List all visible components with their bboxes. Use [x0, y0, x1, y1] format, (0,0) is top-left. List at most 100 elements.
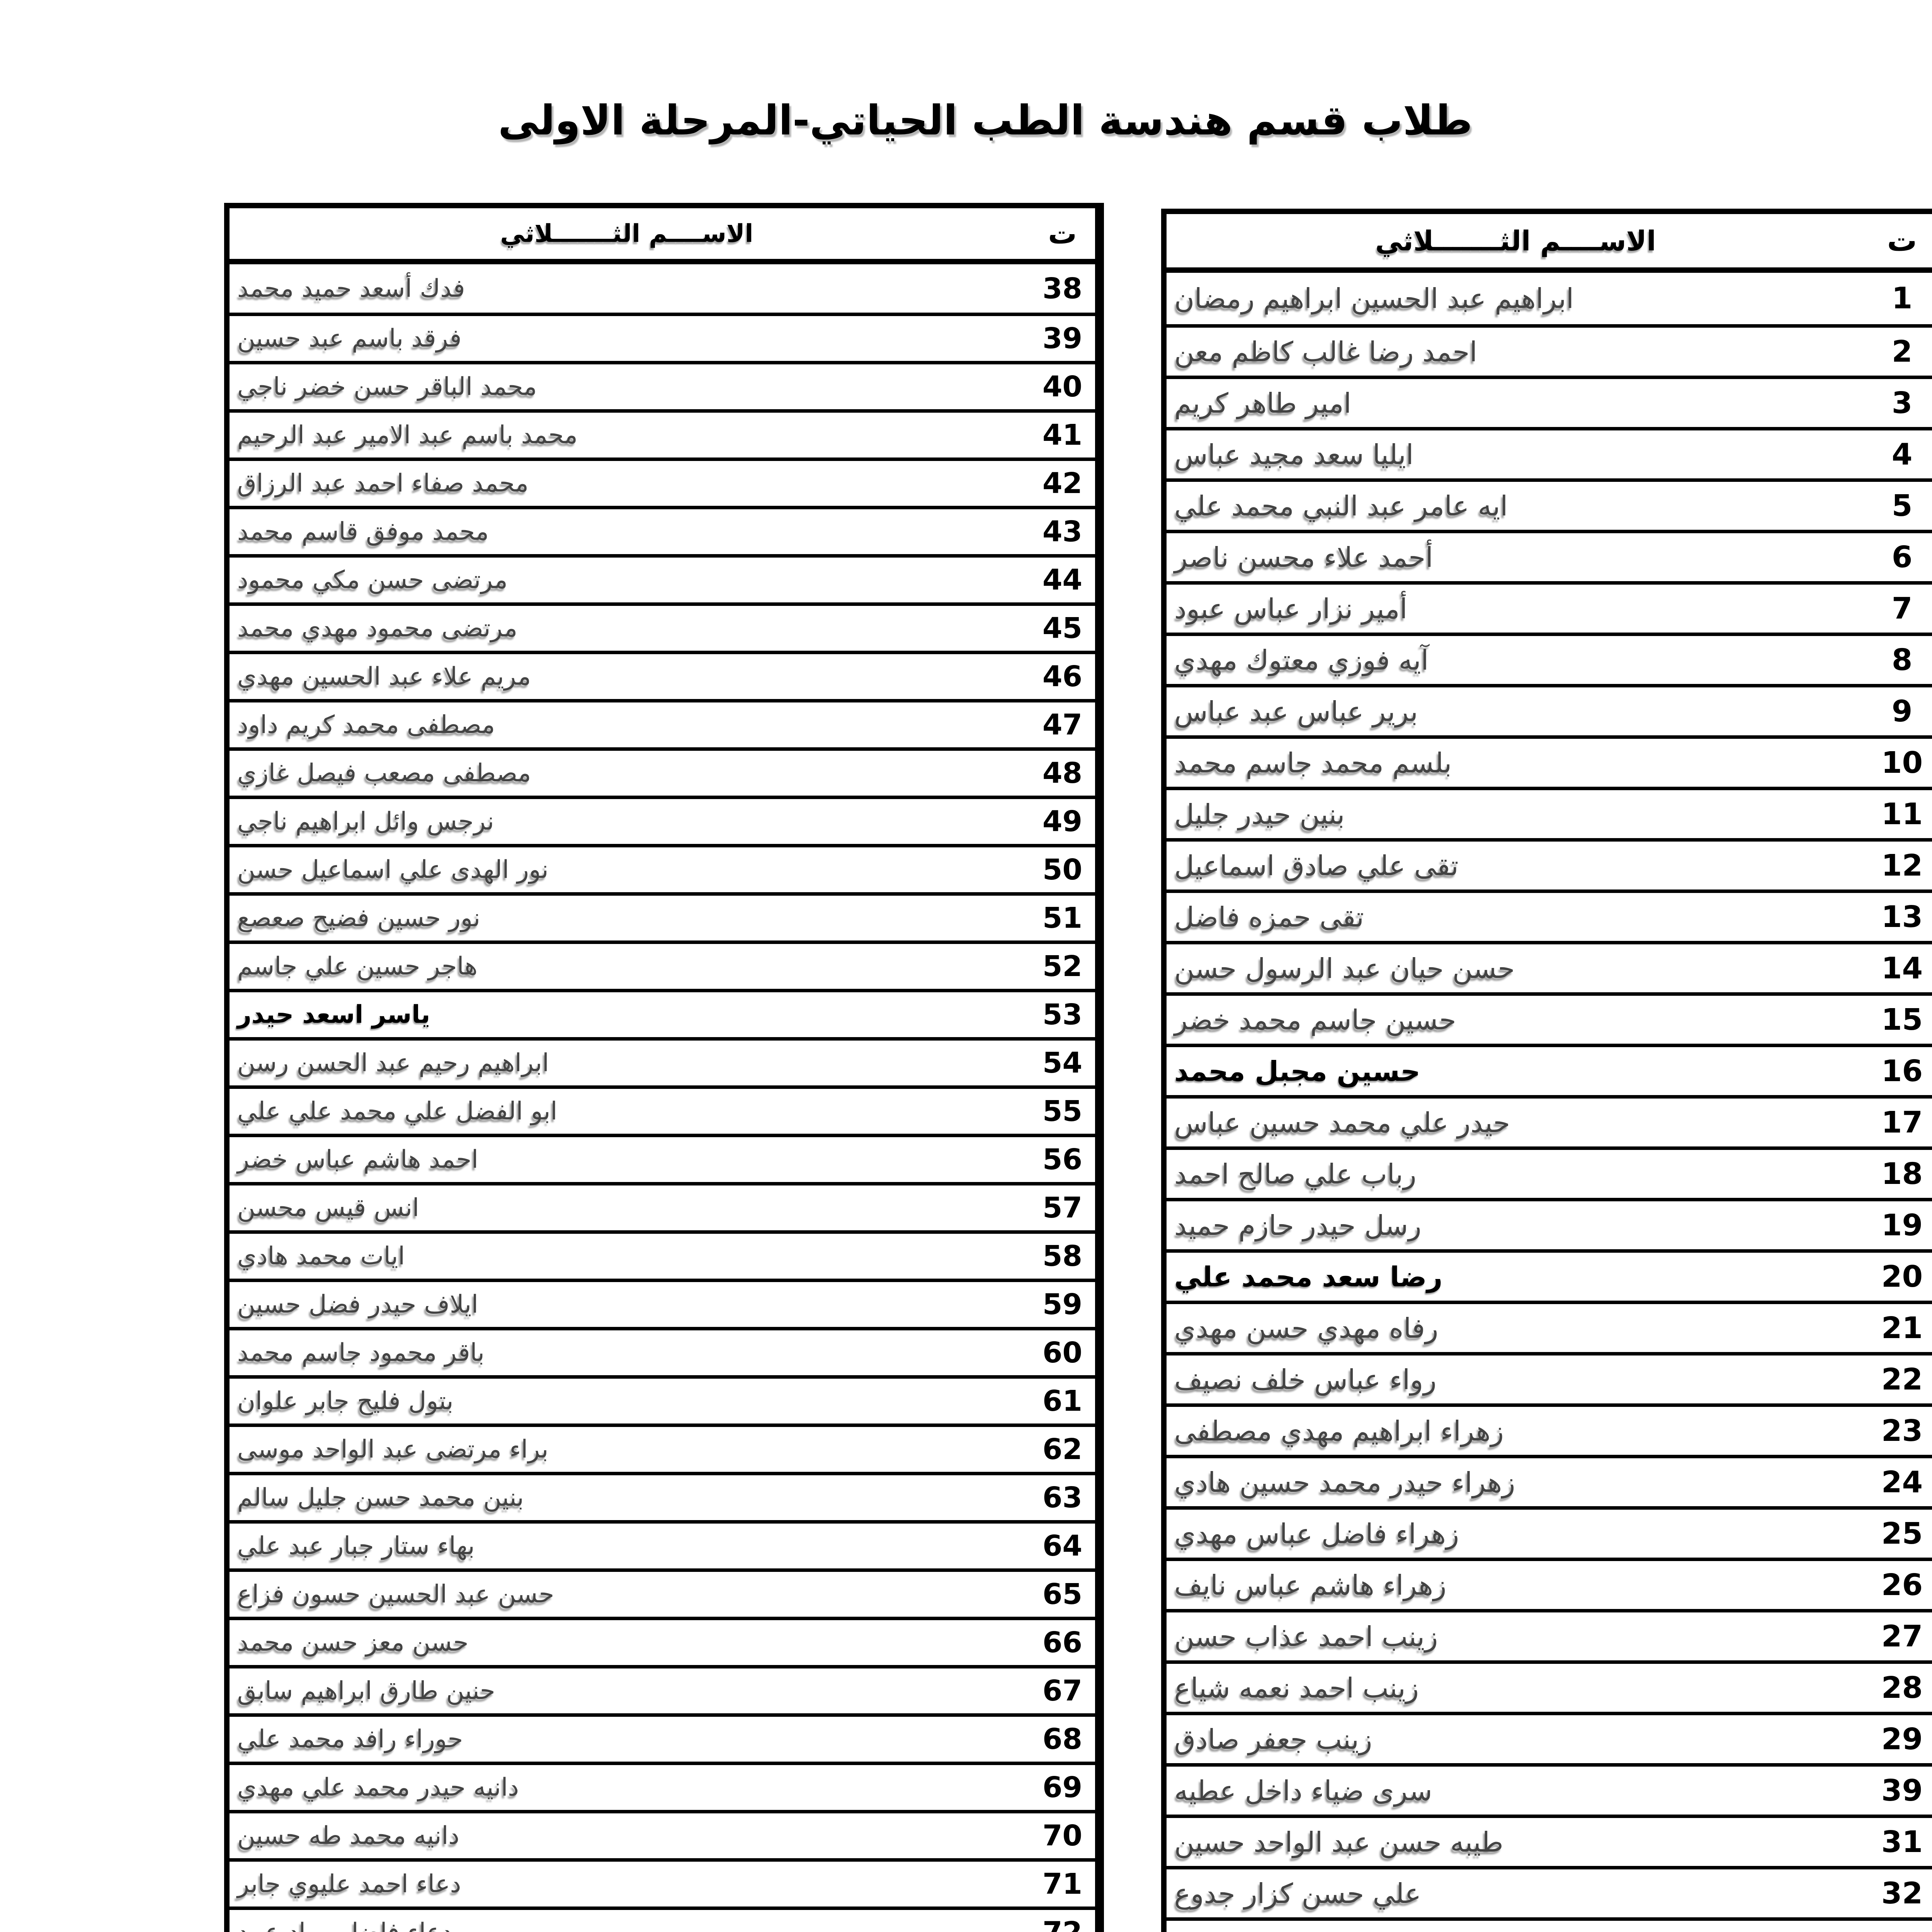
student-name: حسن عبد الحسين حسون فزاع — [237, 1580, 554, 1609]
table-row: برير عباس عبد عباس 9 — [1167, 684, 1932, 735]
row-number: 42 — [1030, 461, 1099, 506]
table-row: ايه عامر عبد النبي محمد علي 5 — [1167, 478, 1932, 530]
row-number: 44 — [1030, 558, 1099, 602]
row-number: 51 — [1030, 896, 1099, 940]
table-row: علي كفاح حسين33 — [1167, 1917, 1932, 1932]
table-row: تقى حمزه فاضل 13 — [1167, 889, 1932, 941]
row-number: 39 — [1871, 1767, 1932, 1815]
student-name: زينب جعفر صادق — [1174, 1723, 1372, 1755]
table-row: حنين طارق ابراهيم سابق 67 — [230, 1665, 1099, 1713]
row-number: 54 — [1030, 1041, 1099, 1085]
student-name: مريم علاء عبد الحسين مهدي — [237, 662, 531, 691]
table-row: دانيه حيدر محمد علي مهدي 69 — [230, 1762, 1099, 1810]
table-row: سرى ضياء داخل عطيه 39 — [1167, 1763, 1932, 1815]
row-number: 59 — [1030, 1282, 1099, 1327]
row-number: 12 — [1871, 842, 1932, 889]
table-body: فدك أسعد حميد محمد 38 فرقد باسم عبد حسين 39… — [230, 264, 1099, 1932]
table-row: نور حسين فضيح صعصع 51 — [230, 892, 1099, 940]
student-name: أحمد علاء محسن ناصر — [1174, 541, 1433, 573]
row-number: 5 — [1871, 482, 1932, 530]
table-row: ايات محمد هادي 58 — [230, 1230, 1099, 1279]
row-number: 50 — [1030, 847, 1099, 892]
table-row: زهراء هاشم عباس نايف 26 — [1167, 1558, 1932, 1609]
student-name: حسن حيان عبد الرسول حسن — [1174, 952, 1515, 985]
table-row: رباب علي صالح احمد 18 — [1167, 1146, 1932, 1198]
student-name: حوراء رافد محمد علي — [237, 1725, 463, 1753]
student-name: زينب احمد عذاب حسن — [1174, 1620, 1438, 1653]
student-name: امير طاهر كريم — [1174, 387, 1352, 419]
student-name: انس قيس محسن — [237, 1194, 419, 1222]
table-row: زينب احمد نعمه شياع 28 — [1167, 1660, 1932, 1712]
student-name: زينب احمد نعمه شياع — [1174, 1672, 1419, 1704]
student-name: حسن معز حسن محمد — [237, 1628, 469, 1657]
row-number: 45 — [1030, 606, 1099, 651]
row-number: 11 — [1871, 790, 1932, 838]
row-number: 20 — [1871, 1253, 1932, 1301]
row-number: 31 — [1871, 1818, 1932, 1866]
student-name: ياسر اسعد حيدر — [237, 1000, 430, 1029]
student-name: مرتضى حسن مكي محمود — [237, 566, 508, 594]
table-row: حسن معز حسن محمد 66 — [230, 1617, 1099, 1665]
row-number: 56 — [1030, 1137, 1099, 1182]
row-number: 60 — [1030, 1330, 1099, 1375]
table-row: بتول فليح جابر علوان 61 — [230, 1375, 1099, 1423]
student-name: زهراء هاشم عباس نايف — [1174, 1569, 1447, 1601]
student-name: حنين طارق ابراهيم سابق — [237, 1677, 495, 1705]
student-name: مصطفى مصعب فيصل غازي — [237, 759, 531, 787]
table-row: زينب جعفر صادق 29 — [1167, 1712, 1932, 1763]
student-name: احمد هاشم عباس خضر — [237, 1145, 478, 1174]
table-row: حسن حيان عبد الرسول حسن 14 — [1167, 941, 1932, 992]
table-row: أمير نزار عباس عبود 7 — [1167, 581, 1932, 633]
student-name: دعاء احمد عليوي جابر — [237, 1870, 461, 1898]
table-row: مرتضى حسن مكي محمود 44 — [230, 554, 1099, 602]
row-number: 29 — [1871, 1715, 1932, 1763]
table-row: حسن عبد الحسين حسون فزاع 65 — [230, 1568, 1099, 1617]
table-row: حيدر علي محمد حسين عباس 17 — [1167, 1095, 1932, 1146]
student-name: محمد باسم عبد الامير عبد الرحيم — [237, 421, 578, 449]
row-number: 72 — [1030, 1910, 1099, 1932]
row-number: 47 — [1030, 702, 1099, 747]
row-number: 24 — [1871, 1458, 1932, 1506]
row-number: 63 — [1030, 1475, 1099, 1520]
table-row: حوراء رافد محمد علي 68 — [230, 1713, 1099, 1762]
student-name: زهراء ابراهيم مهدي مصطفى — [1174, 1415, 1504, 1447]
table-row: رضا سعد محمد علي 20 — [1167, 1249, 1932, 1301]
row-number: 52 — [1030, 944, 1099, 989]
row-number: 49 — [1030, 799, 1099, 844]
table-row: زينب احمد عذاب حسن 27 — [1167, 1609, 1932, 1660]
row-number: 4 — [1871, 430, 1932, 478]
student-name: زهراء حيدر محمد حسين هادي — [1174, 1466, 1515, 1498]
student-name: محمد صفاء احمد عبد الرزاق — [237, 469, 529, 498]
students-table-1-37: الاســــم الثـــــــلاثي ت ابراهيم عبد ا… — [1161, 209, 1932, 1932]
student-name: سرى ضياء داخل عطيه — [1174, 1774, 1432, 1807]
row-number: 68 — [1030, 1717, 1099, 1762]
row-number: 6 — [1871, 533, 1932, 581]
row-number: 16 — [1871, 1047, 1932, 1095]
table-row: أحمد علاء محسن ناصر 6 — [1167, 530, 1932, 581]
student-name: تقى حمزه فاضل — [1174, 901, 1364, 933]
students-table-38-75: الاســــم الثـــــــلاثي ت فدك أسعد حميد… — [224, 203, 1104, 1932]
student-name: ايات محمد هادي — [237, 1242, 405, 1270]
row-number: 46 — [1030, 654, 1099, 699]
row-number: 7 — [1871, 585, 1932, 633]
row-number: 17 — [1871, 1099, 1932, 1146]
student-name: نرجس وائل ابراهيم ناجي — [237, 807, 494, 836]
row-number: 61 — [1030, 1379, 1099, 1423]
student-name: بنين محمد حسن جليل سالم — [237, 1483, 524, 1512]
student-name: طيبه حسن عبد الواحد حسين — [1174, 1826, 1503, 1858]
table-row: احمد رضا غالب كاظم معن 2 — [1167, 324, 1932, 376]
student-name: حسين جاسم محمد خضر — [1174, 1003, 1456, 1036]
table-row: دعاء احمد عليوي جابر 71 — [230, 1858, 1099, 1906]
header-name-column: الاســــم الثـــــــلاثي — [1375, 224, 1656, 257]
table-row: حسين مجبل محمد 16 — [1167, 1044, 1932, 1095]
student-name: أمير نزار عباس عبود — [1174, 592, 1408, 625]
table-row: حسين جاسم محمد خضر 15 — [1167, 992, 1932, 1044]
row-number: 64 — [1030, 1524, 1099, 1568]
table-row: تقى علي صادق اسماعيل 12 — [1167, 838, 1932, 889]
student-name: باقر محمود جاسم محمد — [237, 1338, 485, 1367]
table-row: زهراء ابراهيم مهدي مصطفى 23 — [1167, 1403, 1932, 1455]
student-name: ابراهيم رحيم عبد الحسن رسن — [237, 1049, 549, 1077]
table-row: آيه فوزي معتوك مهدي 8 — [1167, 633, 1932, 684]
row-number: 62 — [1030, 1427, 1099, 1472]
